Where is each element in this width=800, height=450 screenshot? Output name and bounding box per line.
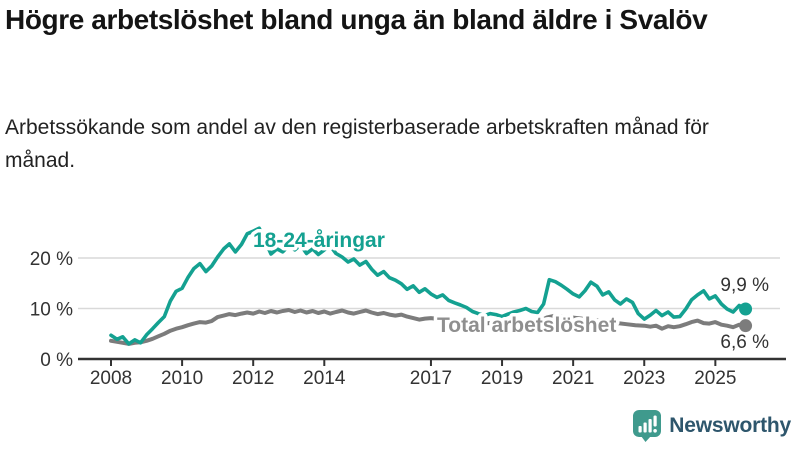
series-label-18-24: 18-24-åringar bbox=[253, 229, 385, 252]
x-tick-label-2021: 2021 bbox=[552, 368, 594, 389]
y-axis-labels: 0 % 10 % 20 % bbox=[30, 249, 73, 371]
x-tick-label-2012: 2012 bbox=[232, 368, 274, 389]
chart-subtitle: Arbetssökande som andel av den registerb… bbox=[5, 116, 709, 172]
x-tick-label-2017: 2017 bbox=[410, 368, 452, 389]
x-tick-label-2025: 2025 bbox=[694, 368, 736, 389]
end-value-label-youth: 9,9 % bbox=[720, 275, 769, 296]
x-tick-label-2008: 2008 bbox=[90, 368, 132, 389]
x-tick-label-2019: 2019 bbox=[481, 368, 523, 389]
x-tick-label-2014: 2014 bbox=[303, 368, 346, 389]
page-title: Högre arbetslöshet bland unga än bland ä… bbox=[5, 4, 708, 35]
end-dot-youth bbox=[739, 302, 753, 316]
x-tick-label-2023: 2023 bbox=[623, 368, 665, 389]
series-line-18-24 bbox=[109, 226, 748, 346]
end-value-label-total: 6,6 % bbox=[720, 332, 769, 353]
y-tick-label-10: 10 % bbox=[30, 300, 73, 321]
brand-name: Newsworthy bbox=[669, 414, 791, 437]
series-label-total: Total arbetslöshet bbox=[437, 314, 616, 337]
y-tick-label-20: 20 % bbox=[30, 249, 73, 270]
gridlines bbox=[78, 257, 780, 310]
end-dot-total bbox=[739, 319, 753, 333]
x-tick-label-2010: 2010 bbox=[161, 368, 203, 389]
series-line-total-arbetsloshet bbox=[109, 308, 748, 346]
x-axis-ticks: 2008 2010 2012 2014 2017 2019 2021 2023 2025 bbox=[90, 359, 736, 389]
newsworthy-logo-icon bbox=[633, 410, 662, 442]
footer: Newsworthy bbox=[632, 409, 791, 443]
y-tick-label-0: 0 % bbox=[40, 350, 73, 371]
